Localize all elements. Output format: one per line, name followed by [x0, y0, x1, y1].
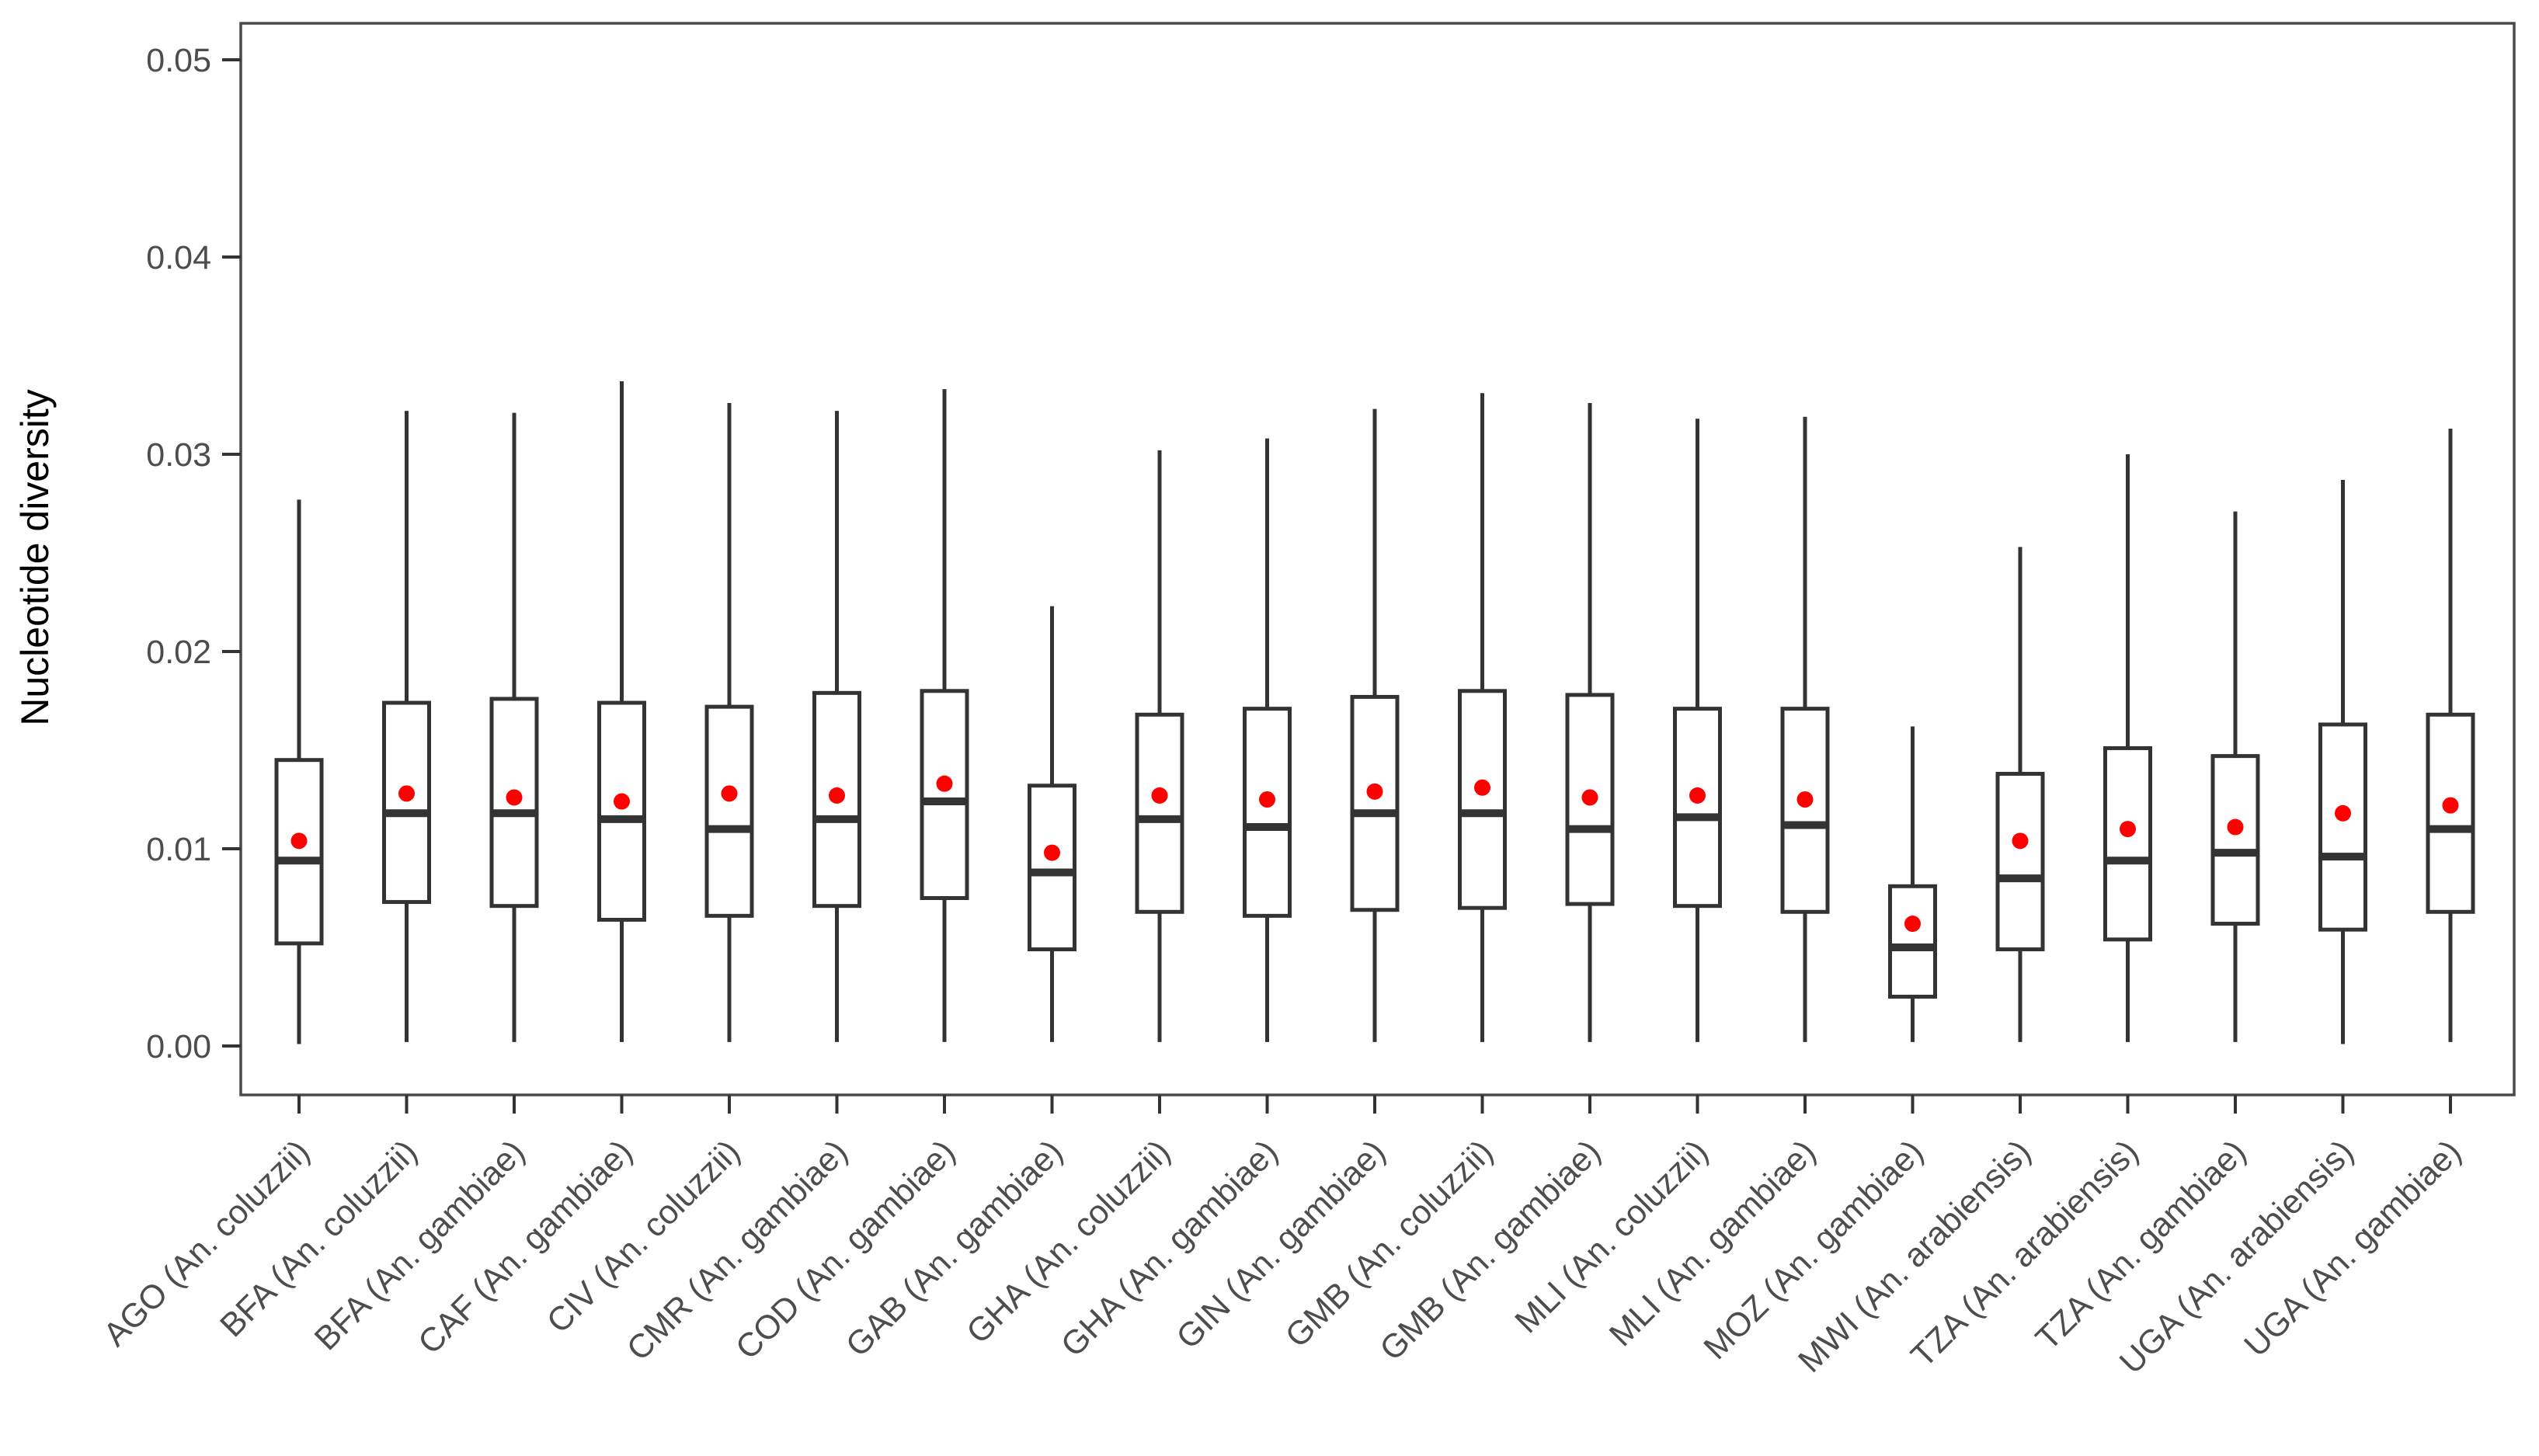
- panel-layer: [239, 22, 2516, 1096]
- mean-dot: [1474, 779, 1490, 796]
- iqr-box: [274, 758, 324, 946]
- boxplot-CMR-5: [812, 411, 861, 1042]
- boxplot-GHA-8: [1135, 450, 1184, 1042]
- boxplot-BFA-2: [489, 412, 539, 1042]
- boxplot-TZA-18: [2210, 511, 2260, 1042]
- iqr-box: [1458, 689, 1507, 910]
- mean-dot: [1796, 791, 1814, 808]
- boxplot-TZA-17: [2103, 454, 2152, 1042]
- iqr-box: [1780, 707, 1830, 914]
- iqr-box: [2318, 722, 2367, 932]
- mean-dot: [2335, 804, 2351, 822]
- iqr-box: [920, 689, 969, 900]
- boxplot-GMB-11: [1458, 393, 1507, 1042]
- mean-dot: [290, 832, 308, 850]
- iqr-box: [1135, 712, 1184, 914]
- iqr-box: [2210, 754, 2260, 926]
- boxplot-GMB-12: [1565, 402, 1615, 1042]
- ytick-layer: 0.00 0.01 0.02 0.03 0.04 0.05: [146, 42, 241, 1065]
- x-tick-label: MLI (An. coluzzii): [1508, 1133, 1715, 1340]
- iqr-box: [1995, 771, 2045, 952]
- mean-dot: [1689, 787, 1706, 804]
- y-tick-label: 0.02: [146, 634, 211, 671]
- mean-dot: [1581, 789, 1598, 806]
- x-tick-label: UGA (An. gambiae): [2238, 1133, 2469, 1364]
- boxplot-CAF-3: [597, 381, 646, 1042]
- boxplot-BFA-1: [382, 411, 431, 1042]
- x-tick-label: GIN (An. gambiae): [1170, 1133, 1393, 1356]
- y-tick-label: 0.03: [146, 436, 211, 474]
- x-tick-label: TZA (An. gambiae): [2029, 1133, 2253, 1357]
- iqr-box: [704, 704, 754, 918]
- x-tick-label: CAF (An. gambiae): [411, 1133, 639, 1361]
- x-tick-label: CIV (An. coluzzii): [540, 1133, 747, 1340]
- iqr-box: [1350, 694, 1400, 912]
- mean-dot: [2227, 818, 2244, 836]
- box-layer: [274, 381, 2475, 1044]
- y-axis-title: Nucleotide diversity: [13, 389, 57, 726]
- iqr-box: [2103, 745, 2152, 942]
- boxplot-MLI-14: [1780, 416, 1830, 1042]
- y-tick-label: 0.00: [146, 1028, 211, 1065]
- y-tick-label: 0.01: [146, 831, 211, 868]
- iqr-box: [597, 700, 646, 922]
- x-tick-label: GHA (An. coluzzii): [959, 1133, 1177, 1351]
- boxplot-MLI-13: [1673, 419, 1722, 1042]
- iqr-box: [382, 700, 431, 905]
- x-tick-label: BFA (An. coluzzii): [213, 1133, 424, 1344]
- mean-dot: [2120, 821, 2136, 838]
- mean-dot: [2442, 797, 2459, 814]
- x-tick-label: AGO (An. coluzzii): [96, 1133, 317, 1353]
- y-tick-label: 0.05: [146, 42, 211, 79]
- mean-dot: [506, 789, 523, 806]
- mean-dot: [614, 793, 630, 810]
- mean-dot: [398, 785, 415, 802]
- boxplot-UGA-19: [2318, 480, 2367, 1044]
- xtick-layer: AGO (An. coluzzii)BFA (An. coluzzii)BFA …: [96, 1095, 2468, 1381]
- mean-dot: [1366, 783, 1383, 800]
- x-tick-label: GMB (An. coluzzii): [1278, 1133, 1501, 1355]
- mean-dot: [936, 775, 953, 792]
- mean-dot: [1044, 844, 1060, 861]
- mean-dot: [1259, 791, 1275, 808]
- mean-dot: [1151, 787, 1168, 804]
- x-tick-label: BFA (An. gambiae): [308, 1133, 532, 1357]
- mean-dot: [829, 787, 845, 804]
- iqr-box: [1673, 707, 1722, 909]
- y-tick-label: 0.04: [146, 239, 211, 276]
- mean-dot: [1904, 916, 1921, 933]
- boxplot-MWI-16: [1995, 547, 2045, 1042]
- mean-dot: [2012, 832, 2029, 850]
- boxplot-MOZ-15: [1888, 726, 1937, 1042]
- iqr-box: [1888, 884, 1937, 999]
- boxplot-GAB-7: [1028, 606, 1076, 1042]
- x-tick-label: MLI (An. gambiae): [1602, 1133, 1823, 1353]
- boxplot-AGO-0: [274, 499, 324, 1044]
- iqr-box: [1028, 784, 1076, 952]
- iqr-box: [1243, 707, 1292, 918]
- mean-dot: [721, 785, 738, 802]
- boxplot-UGA-20: [2426, 428, 2475, 1042]
- boxplot-COD-6: [920, 389, 969, 1042]
- boxplot-GHA-9: [1243, 438, 1292, 1042]
- boxplot-GIN-10: [1350, 408, 1400, 1042]
- panel-border: [239, 22, 2516, 1096]
- boxplot-CIV-4: [704, 402, 754, 1042]
